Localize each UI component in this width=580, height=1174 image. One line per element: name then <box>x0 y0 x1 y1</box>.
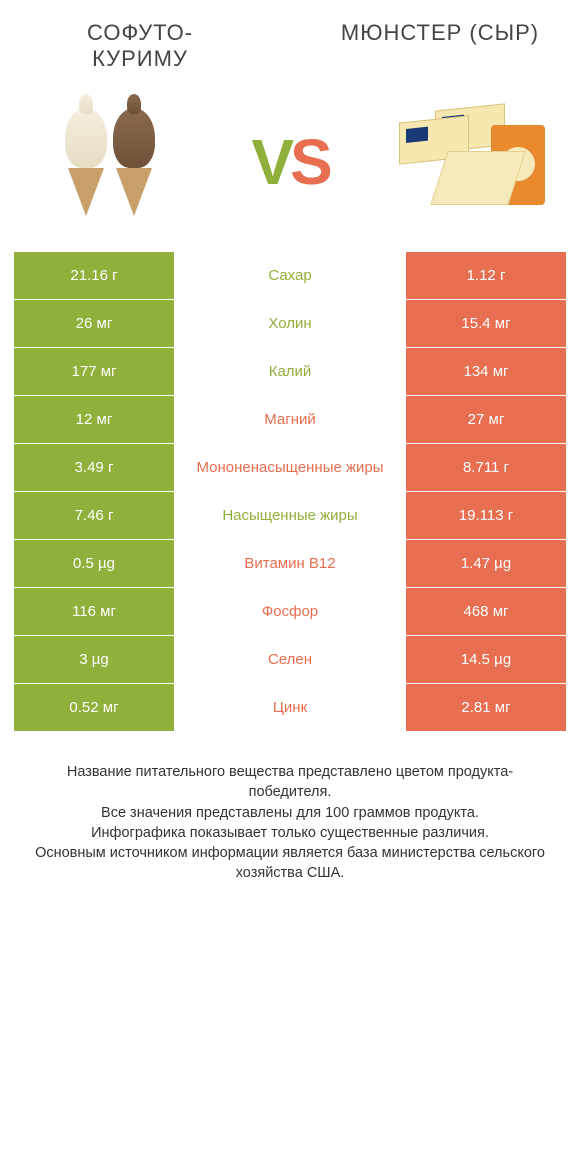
footer-line: Все значения представлены для 100 граммо… <box>30 803 550 823</box>
right-value: 19.113 г <box>406 492 566 539</box>
images-row: VS <box>0 82 580 252</box>
header: СОФУТО-КУРИМУ МЮНСТЕР (СЫР) <box>0 0 580 82</box>
left-value: 3.49 г <box>14 444 174 491</box>
cheese-icon <box>395 107 545 217</box>
right-value: 134 мг <box>406 348 566 395</box>
icecream-icon <box>65 108 155 216</box>
left-product-title: СОФУТО-КУРИМУ <box>40 20 240 72</box>
right-product-image <box>390 92 550 232</box>
table-row: 116 мгФосфор468 мг <box>14 588 566 636</box>
nutrient-label: Сахар <box>174 252 406 299</box>
left-value: 12 мг <box>14 396 174 443</box>
nutrient-label: Калий <box>174 348 406 395</box>
table-row: 3.49 гМононенасыщенные жиры8.711 г <box>14 444 566 492</box>
left-value: 177 мг <box>14 348 174 395</box>
table-row: 26 мгХолин15.4 мг <box>14 300 566 348</box>
nutrient-label: Холин <box>174 300 406 347</box>
right-value: 1.47 µg <box>406 540 566 587</box>
left-value: 0.52 мг <box>14 684 174 731</box>
nutrient-label: Селен <box>174 636 406 683</box>
left-value: 116 мг <box>14 588 174 635</box>
right-value: 15.4 мг <box>406 300 566 347</box>
right-value: 27 мг <box>406 396 566 443</box>
footer-notes: Название питательного вещества представл… <box>0 732 580 894</box>
table-row: 7.46 гНасыщенные жиры19.113 г <box>14 492 566 540</box>
right-product-title: МЮНСТЕР (СЫР) <box>340 20 540 72</box>
vs-v: V <box>251 126 290 198</box>
right-value: 2.81 мг <box>406 684 566 731</box>
nutrient-label: Насыщенные жиры <box>174 492 406 539</box>
nutrient-label: Витамин B12 <box>174 540 406 587</box>
left-value: 21.16 г <box>14 252 174 299</box>
left-value: 0.5 µg <box>14 540 174 587</box>
left-value: 7.46 г <box>14 492 174 539</box>
left-product-image <box>30 92 190 232</box>
right-value: 14.5 µg <box>406 636 566 683</box>
table-row: 0.5 µgВитамин B121.47 µg <box>14 540 566 588</box>
left-value: 26 мг <box>14 300 174 347</box>
vs-label: VS <box>251 125 328 199</box>
right-value: 1.12 г <box>406 252 566 299</box>
nutrient-label: Мононенасыщенные жиры <box>174 444 406 491</box>
footer-line: Основным источником информации является … <box>30 843 550 884</box>
nutrient-label: Магний <box>174 396 406 443</box>
left-value: 3 µg <box>14 636 174 683</box>
comparison-table: 21.16 гСахар1.12 г26 мгХолин15.4 мг177 м… <box>0 252 580 732</box>
nutrient-label: Фосфор <box>174 588 406 635</box>
footer-line: Название питательного вещества представл… <box>30 762 550 803</box>
table-row: 21.16 гСахар1.12 г <box>14 252 566 300</box>
table-row: 0.52 мгЦинк2.81 мг <box>14 684 566 732</box>
nutrient-label: Цинк <box>174 684 406 731</box>
right-value: 468 мг <box>406 588 566 635</box>
table-row: 3 µgСелен14.5 µg <box>14 636 566 684</box>
table-row: 177 мгКалий134 мг <box>14 348 566 396</box>
footer-line: Инфографика показывает только существенн… <box>30 823 550 843</box>
right-value: 8.711 г <box>406 444 566 491</box>
vs-s: S <box>290 126 329 198</box>
table-row: 12 мгМагний27 мг <box>14 396 566 444</box>
